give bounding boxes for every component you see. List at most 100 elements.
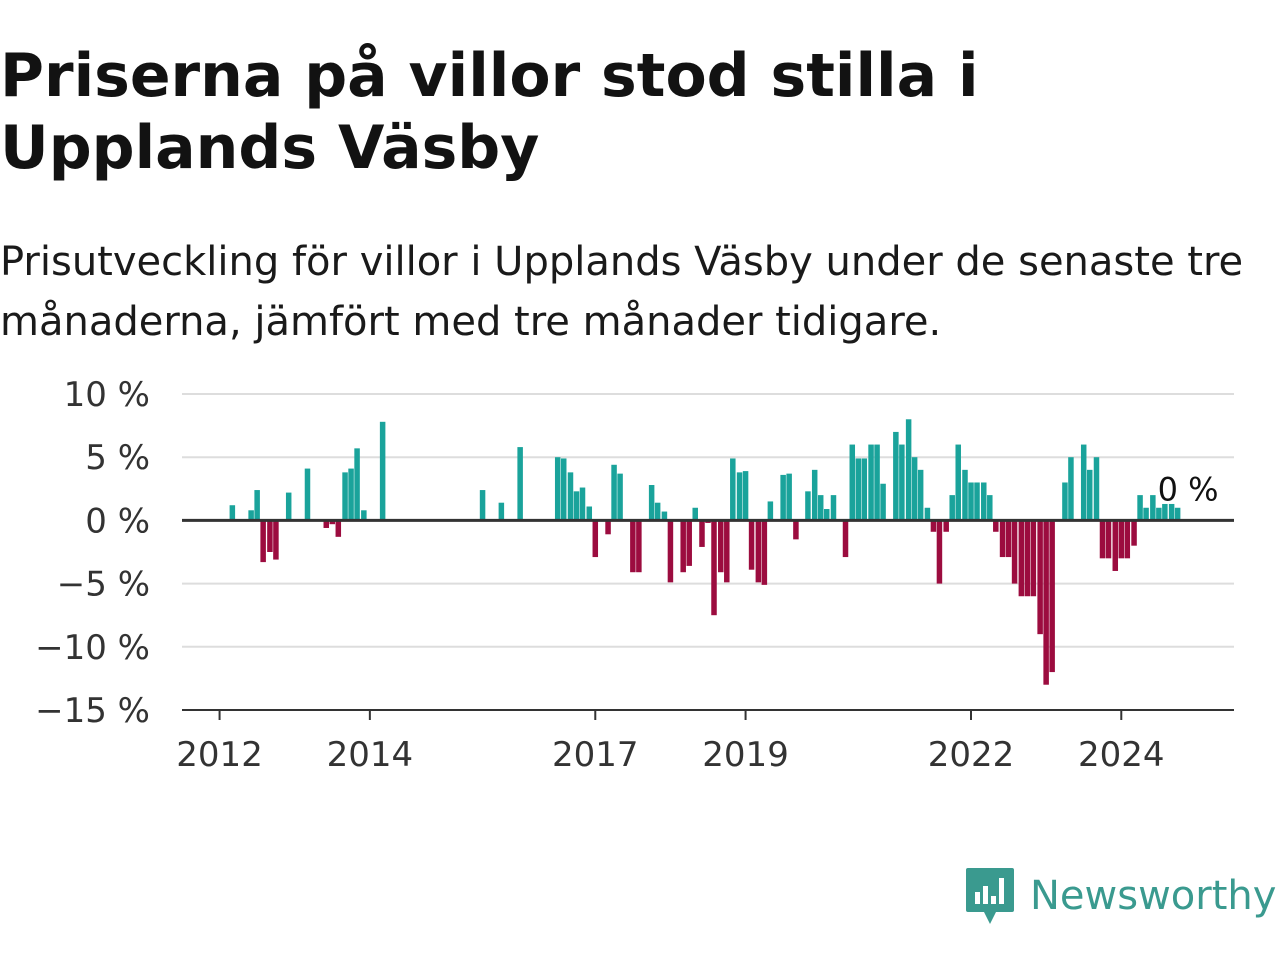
bar [830,495,837,521]
bar [248,510,254,521]
bar [868,444,874,521]
bar [636,520,642,573]
bar [260,520,266,563]
bar [924,507,931,521]
x-tick-label: 2024 [1078,735,1165,775]
y-tick-label: −5 % [57,565,150,605]
bar [955,444,961,521]
x-tick-label: 2014 [327,735,414,775]
bar [267,520,273,552]
logo-text: Newsworthy [1030,873,1277,919]
bar [680,520,686,573]
bar [605,520,611,535]
newsworthy-logo-icon [966,868,1014,924]
bar [1011,520,1018,584]
bar [1131,520,1137,546]
annotations: 0 % [1158,470,1219,508]
bar [949,495,955,521]
y-tick-label: 0 % [85,501,150,541]
bar [893,431,899,521]
bar [968,482,974,521]
bar [974,482,980,521]
bar [1049,520,1055,673]
x-tick-label: 2022 [928,735,1015,775]
bar [517,447,523,521]
bar [648,485,655,521]
bar [761,520,768,585]
bar [987,495,993,521]
bar [1124,520,1131,559]
bar [793,520,799,540]
bar [285,492,292,521]
bar [823,509,830,521]
bar [1043,520,1049,685]
bar [579,487,586,521]
x-axis-tick-labels: 2012 2014 2017 2019 2022 2024 [176,710,1165,775]
bar [993,520,999,532]
bar [755,520,762,583]
x-tick-label: 2012 [176,735,263,775]
bar [718,520,724,573]
bar [736,472,743,521]
x-tick-label: 2017 [552,735,639,775]
bar [354,448,360,521]
bar [654,502,661,521]
bar [1156,507,1162,521]
bar [936,520,943,584]
bar [1086,469,1093,521]
y-tick-label: −15 % [35,691,150,731]
bar [1018,520,1025,597]
bars [229,419,1181,685]
y-tick-label: 10 % [64,375,150,415]
bar [899,444,905,521]
bar [573,491,580,521]
bar [911,457,918,521]
bar [498,502,505,521]
bar [611,464,617,521]
bar [1093,457,1100,521]
bar [304,468,311,521]
bar [711,520,717,616]
bar [1005,520,1012,558]
bar [1099,520,1106,559]
bar [805,491,811,521]
bar [361,510,367,521]
bar [930,520,937,532]
bar [999,520,1006,558]
bar [817,495,824,521]
bar [724,520,730,583]
bar [849,444,856,521]
bar [560,458,567,521]
x-tick-label: 2019 [702,735,789,775]
y-axis-tick-labels: 10 % 5 % 0 % −5 % −10 % −15 % [35,375,150,731]
bar [962,469,968,521]
bar [1024,520,1031,597]
bar [335,520,342,537]
bar [1080,444,1087,521]
bar [767,501,774,521]
bar [254,490,260,521]
bar [742,471,749,521]
bar [1062,482,1068,521]
bar [842,520,849,558]
bar [592,520,599,558]
bar [699,520,705,547]
bar [748,520,755,570]
newsworthy-logo: Newsworthy [964,864,1276,928]
bar [1112,520,1119,571]
bar [1168,503,1175,521]
bar [943,520,949,532]
y-tick-label: −10 % [35,628,150,668]
bar [786,473,792,521]
bar [661,511,668,521]
bar [692,507,698,521]
bar [880,483,886,521]
bar [917,469,924,521]
bar [861,458,868,521]
bar [323,520,330,528]
bar [567,472,574,521]
bar [617,473,623,521]
last-value-label: 0 % [1158,470,1219,508]
bar [342,472,348,521]
bar [686,520,692,566]
